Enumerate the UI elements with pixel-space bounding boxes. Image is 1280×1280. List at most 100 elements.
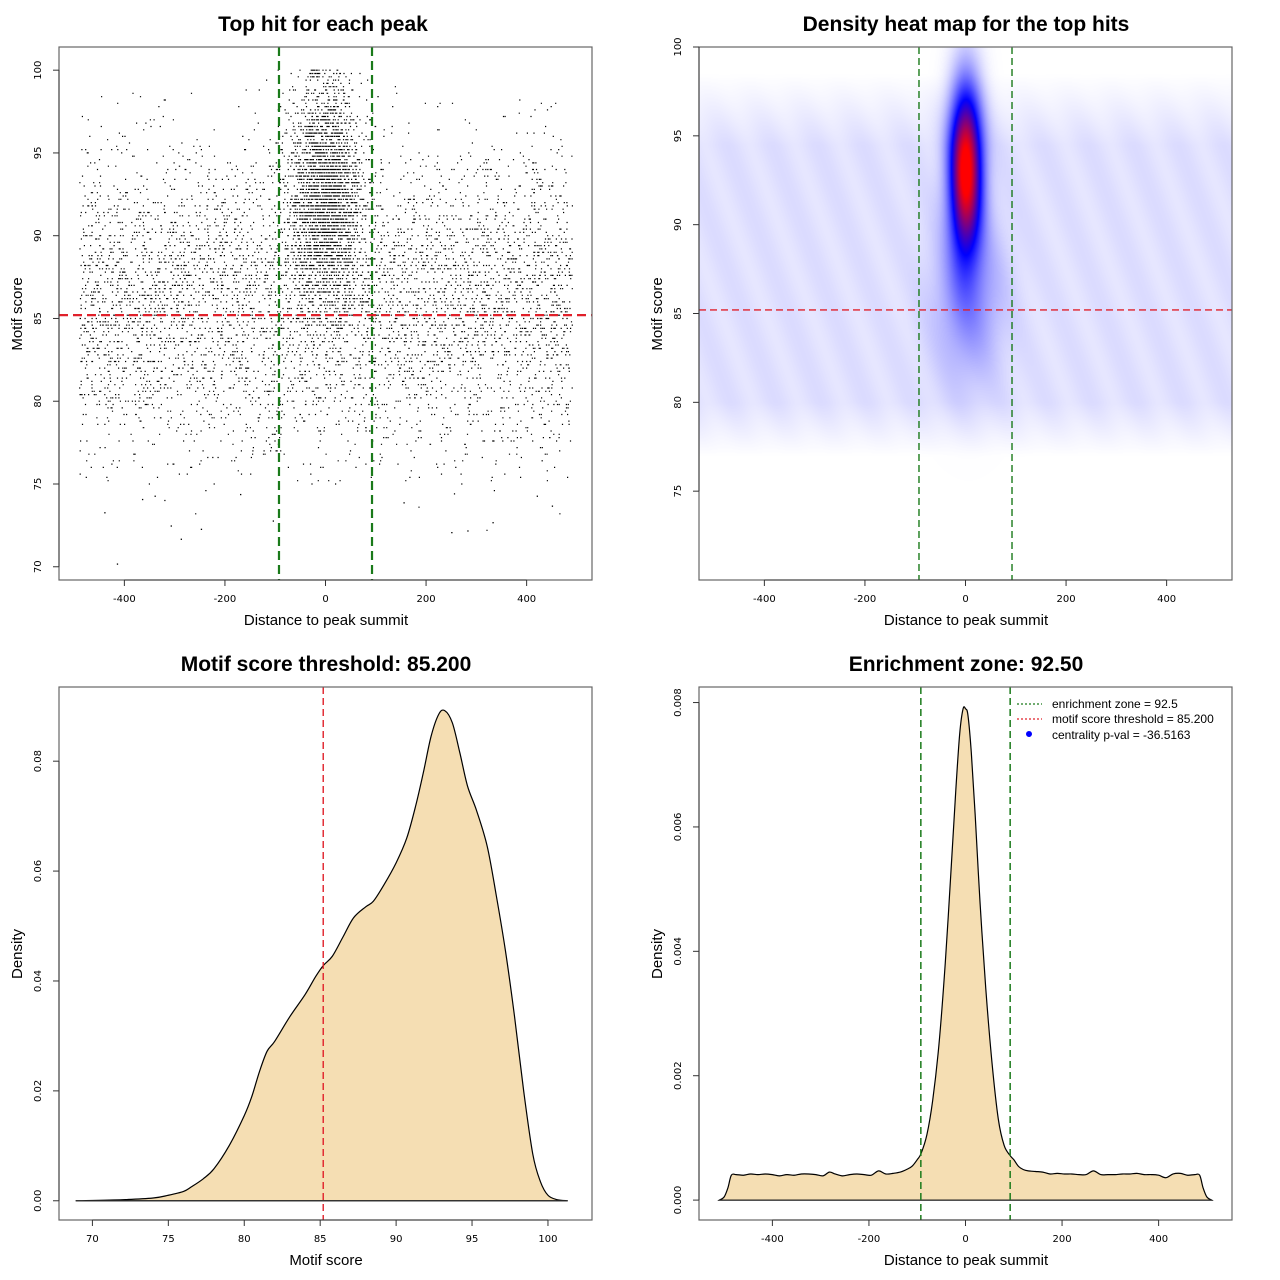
score-density-title: Motif score threshold: 85.200	[181, 653, 472, 676]
scatter-y-tick-label: 80	[33, 395, 44, 408]
position-density-x-axis: -400 -200 0 200 400	[761, 1219, 1168, 1245]
legend-label: centrality p-val = -36.5163	[1052, 728, 1191, 742]
score-density-area	[75, 709, 568, 1202]
scatter-point-cloud	[79, 69, 573, 531]
score-density-y-axis: 0.00 0.02 0.04 0.06 0.08	[33, 750, 60, 1212]
score-density-y-tick-label: 0.00	[33, 1190, 44, 1212]
heatmap-y-tick-label: 95	[673, 129, 684, 142]
scatter-y-tick-label: 90	[33, 229, 44, 242]
position-density-y-label: Density	[649, 928, 666, 979]
position-density-title: Enrichment zone: 92.50	[849, 653, 1084, 676]
scatter-plot-box	[58, 46, 593, 581]
scatter-x-tick-label: 400	[517, 594, 536, 605]
score-density-x-label: Motif score	[289, 1252, 362, 1269]
scatter-outlier-point	[451, 531, 453, 534]
heatmap-x-label: Distance to peak summit	[884, 612, 1049, 629]
score-density-x-tick-label: 85	[314, 1234, 327, 1245]
position-density-x-label: Distance to peak summit	[884, 1252, 1049, 1269]
heatmap-y-tick-label: 100	[673, 37, 684, 56]
position-density-x-tick-label: 0	[962, 1234, 968, 1245]
scatter-outlier-point	[116, 563, 119, 565]
position-density-reference-lines	[920, 687, 1011, 1220]
scatter-x-tick-label: -400	[113, 594, 136, 605]
score-density-x-tick-label: 90	[390, 1234, 403, 1245]
scatter-y-tick-label: 100	[33, 61, 44, 80]
scatter-y-tick-label: 85	[33, 312, 44, 325]
scatter-y-label: Motif score	[9, 277, 26, 350]
panel-scatter: Top hit for each peak -400 -200 0 200 400 70…	[9, 13, 593, 629]
scatter-points	[79, 69, 573, 565]
position-density-y-tick-label: 0.006	[673, 813, 684, 842]
scatter-outlier-point	[200, 528, 203, 530]
heatmap-x-tick-label: -200	[854, 594, 877, 605]
heatmap-y-tick-label: 80	[673, 396, 684, 409]
scatter-y-tick-label: 75	[33, 478, 44, 491]
score-density-x-tick-label: 100	[538, 1234, 557, 1245]
score-density-x-tick-label: 95	[466, 1234, 479, 1245]
legend-item-centrality: centrality p-val = -36.5163	[1026, 728, 1191, 742]
scatter-x-tick-label: 0	[322, 594, 328, 605]
legend-label: motif score threshold = 85.200	[1052, 712, 1214, 726]
scatter-y-tick-label: 70	[33, 560, 44, 573]
scatter-outlier-point	[536, 495, 538, 497]
score-density-y-label: Density	[9, 928, 26, 979]
scatter-outlier-point	[272, 520, 275, 522]
scatter-outlier-point	[551, 505, 554, 507]
heatmap-y-axis: 75 80 85 90 95 100	[673, 37, 700, 498]
position-density-y-axis: 0.000 0.002 0.004 0.006 0.008	[673, 688, 700, 1215]
position-density-x-tick-label: 200	[1053, 1234, 1072, 1245]
heatmap-reference-lines	[699, 47, 1232, 580]
position-density-legend: enrichment zone = 92.5 motif score thres…	[1017, 697, 1214, 742]
scatter-outlier-point	[180, 538, 182, 540]
score-density-y-tick-label: 0.06	[33, 860, 44, 882]
position-density-area	[717, 706, 1214, 1201]
score-density-y-tick-label: 0.04	[33, 970, 44, 992]
heatmap-x-tick-label: 400	[1157, 594, 1176, 605]
scatter-x-label: Distance to peak summit	[244, 612, 409, 629]
heatmap-y-tick-label: 85	[673, 307, 684, 320]
score-density-x-tick-label: 75	[162, 1234, 175, 1245]
position-density-x-tick-label: 400	[1149, 1234, 1168, 1245]
scatter-outlier-point	[240, 493, 242, 496]
legend-dot-blue	[1026, 731, 1032, 737]
legend-item-threshold: motif score threshold = 85.200	[1017, 712, 1214, 726]
scatter-outlier-point	[403, 502, 405, 504]
score-density-x-tick-label: 80	[238, 1234, 251, 1245]
panel-score-density: Motif score threshold: 85.200 70 75 80 85 90…	[9, 653, 593, 1269]
score-density-y-tick-label: 0.02	[33, 1080, 44, 1102]
heatmap-x-tick-label: 200	[1057, 594, 1076, 605]
position-density-y-tick-label: 0.000	[673, 1186, 684, 1215]
scatter-x-tick-label: -200	[214, 594, 237, 605]
position-density-y-tick-label: 0.002	[673, 1061, 684, 1090]
scatter-y-axis: 70 75 80 85 90 95 100	[33, 61, 60, 573]
panel-position-density: Enrichment zone: 92.50 -400 -200 0 200 400 0…	[649, 653, 1233, 1269]
heatmap-y-label: Motif score	[649, 277, 666, 350]
scatter-x-axis: -400 -200 0 200 400	[113, 579, 536, 605]
scatter-outlier-point	[467, 530, 469, 532]
scatter-outlier-point	[154, 495, 156, 497]
scatter-x-tick-label: 200	[417, 594, 436, 605]
score-density-y-tick-label: 0.08	[33, 750, 44, 772]
heatmap-y-tick-label: 75	[673, 485, 684, 498]
heatmap-y-tick-label: 90	[673, 218, 684, 231]
position-density-y-tick-label: 0.008	[673, 688, 684, 717]
position-density-x-tick-label: -400	[761, 1234, 784, 1245]
scatter-outlier-point	[104, 512, 106, 514]
scatter-reference-lines	[59, 47, 592, 580]
heatmap-title: Density heat map for the top hits	[803, 13, 1130, 36]
heatmap-x-tick-label: -400	[753, 594, 776, 605]
panel-heatmap: Density heat map for the top hits -400 -2…	[649, 13, 1233, 629]
score-density-x-axis: 70 75 80 85 90 95 100	[86, 1219, 558, 1245]
scatter-title: Top hit for each peak	[218, 13, 428, 36]
heatmap-x-tick-label: 0	[962, 594, 968, 605]
score-density-x-tick-label: 70	[86, 1234, 99, 1245]
legend-item-enrichment-zone: enrichment zone = 92.5	[1017, 697, 1178, 711]
heatmap-x-axis: -400 -200 0 200 400	[753, 579, 1176, 605]
position-density-y-tick-label: 0.004	[673, 937, 684, 966]
legend-label: enrichment zone = 92.5	[1052, 697, 1178, 711]
position-density-x-tick-label: -200	[858, 1234, 881, 1245]
scatter-outlier-point	[492, 522, 494, 524]
scatter-outlier-point	[170, 525, 172, 527]
scatter-outlier-point	[141, 498, 144, 501]
